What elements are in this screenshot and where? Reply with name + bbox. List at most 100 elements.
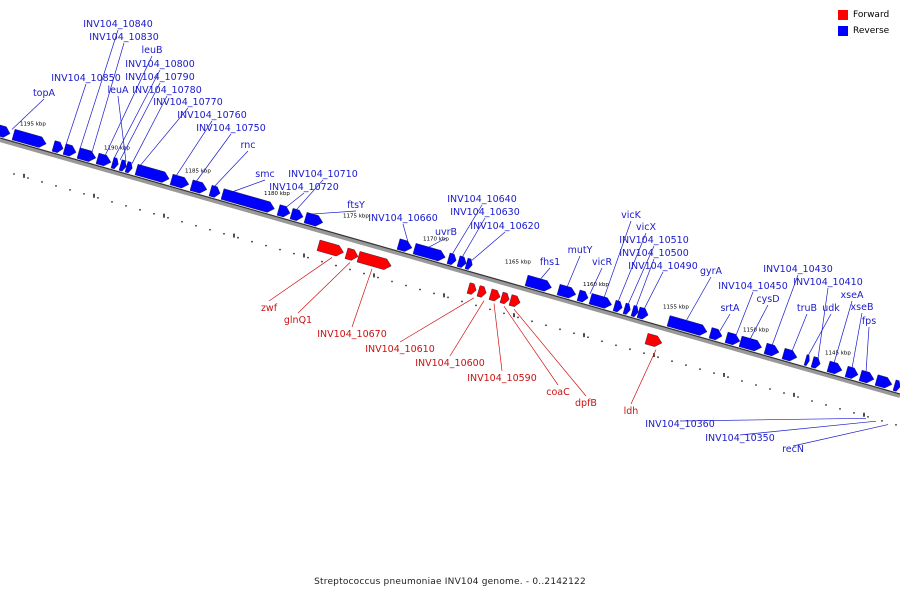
reverse-gene-arrow[interactable] [588, 293, 613, 310]
gene-label-muty[interactable]: mutY [568, 245, 593, 256]
reverse-gene-arrow[interactable] [844, 365, 860, 380]
gene-label-inv104-10670[interactable]: INV104_10670 [317, 329, 387, 340]
reverse-gene-arrow[interactable] [630, 305, 640, 318]
reverse-gene-arrow[interactable] [62, 143, 78, 158]
gene-label-leub[interactable]: leuB [141, 45, 162, 56]
gene-label-fhs1[interactable]: fhs1 [540, 257, 560, 268]
gene-label-inv104-10780[interactable]: INV104_10780 [132, 85, 202, 96]
gene-label-gyra[interactable]: gyrA [700, 266, 723, 277]
gene-label-inv104-10830[interactable]: INV104_10830 [89, 32, 159, 43]
reverse-gene-arrow[interactable] [446, 252, 458, 266]
reverse-gene-arrow[interactable] [464, 257, 474, 270]
forward-gene-arrow[interactable] [466, 282, 478, 296]
reverse-gene-arrow[interactable] [524, 274, 553, 293]
gene-label-rnc[interactable]: rnc [241, 140, 256, 151]
reverse-gene-arrow[interactable] [276, 204, 292, 219]
gene-label-inv104-10800[interactable]: INV104_10800 [125, 59, 195, 70]
forward-gene-arrow[interactable] [356, 251, 393, 271]
gene-label-smc[interactable]: smc [255, 169, 274, 180]
gene-label-ldh[interactable]: ldh [624, 406, 639, 417]
gene-label-inv104-10630[interactable]: INV104_10630 [450, 207, 520, 218]
forward-gene-arrow[interactable] [344, 247, 360, 262]
gene-label-inv104-10510[interactable]: INV104_10510 [619, 235, 689, 246]
gene-label-inv104-10660[interactable]: INV104_10660 [368, 213, 438, 224]
forward-gene-arrow[interactable] [499, 291, 511, 305]
gene-label-inv104-10600[interactable]: INV104_10600 [415, 358, 485, 369]
reverse-gene-arrow[interactable] [51, 140, 65, 154]
reverse-gene-arrow[interactable] [810, 356, 822, 370]
reverse-gene-arrow[interactable] [763, 342, 780, 357]
reverse-gene-arrow[interactable] [95, 152, 112, 167]
forward-gene-arrow[interactable] [488, 288, 502, 302]
reverse-gene-arrow[interactable] [289, 208, 305, 222]
gene-label-xseb[interactable]: xseB [851, 302, 874, 313]
forward-gene-arrow[interactable] [644, 333, 663, 348]
gene-label-dpfb[interactable]: dpfB [575, 398, 597, 409]
reverse-gene-arrow[interactable] [118, 159, 128, 172]
gene-label-inv104-10610[interactable]: INV104_10610 [365, 344, 435, 355]
reverse-gene-arrow[interactable] [208, 185, 222, 198]
reverse-gene-arrow[interactable] [0, 124, 12, 139]
reverse-gene-arrow[interactable] [781, 348, 798, 362]
gene-label-fps[interactable]: fps [862, 316, 876, 327]
gene-label-topa[interactable]: topA [33, 88, 56, 99]
gene-label-trub[interactable]: truB [797, 303, 817, 314]
forward-gene-arrow[interactable] [476, 285, 488, 299]
reverse-gene-arrow[interactable] [169, 173, 190, 190]
gene-label-inv104-10750[interactable]: INV104_10750 [196, 123, 266, 134]
gene-label-glnq1[interactable]: glnQ1 [284, 315, 312, 326]
reverse-gene-arrow[interactable] [456, 255, 468, 269]
reverse-gene-arrow[interactable] [636, 306, 650, 320]
gene-label-vick[interactable]: vicK [621, 210, 641, 221]
reverse-gene-arrow[interactable] [738, 335, 763, 353]
gene-label-inv104-10640[interactable]: INV104_10640 [447, 194, 517, 205]
gene-label-uvrb[interactable]: uvrB [435, 227, 457, 238]
gene-label-srta[interactable]: srtA [720, 303, 740, 314]
forward-gene-arrow[interactable] [508, 294, 522, 308]
reverse-gene-arrow[interactable] [11, 129, 48, 149]
gene-label-inv104-10760[interactable]: INV104_10760 [177, 110, 247, 121]
gene-label-inv104-10710[interactable]: INV104_10710 [288, 169, 358, 180]
reverse-gene-arrow[interactable] [576, 289, 590, 303]
gene-label-inv104-10490[interactable]: INV104_10490 [628, 261, 698, 272]
gene-label-inv104-10620[interactable]: INV104_10620 [470, 221, 540, 232]
gene-label-inv104-10850[interactable]: INV104_10850 [51, 73, 121, 84]
reverse-gene-arrow[interactable] [303, 212, 324, 228]
gene-label-udk[interactable]: udk [822, 303, 840, 314]
gene-label-inv104-10590[interactable]: INV104_10590 [467, 373, 537, 384]
reverse-gene-arrow[interactable] [803, 354, 811, 367]
reverse-gene-arrow[interactable] [858, 369, 875, 384]
gene-label-recn[interactable]: recN [782, 444, 804, 455]
gene-label-inv104-10790[interactable]: INV104_10790 [125, 72, 195, 83]
reverse-gene-arrow[interactable] [412, 243, 447, 262]
reverse-gene-arrow[interactable] [826, 360, 843, 375]
forward-gene-arrow[interactable] [316, 239, 345, 258]
gene-label-coac[interactable]: coaC [546, 387, 570, 398]
reverse-gene-arrow[interactable] [612, 299, 624, 313]
gene-label-vicr[interactable]: vicR [592, 257, 612, 268]
reverse-gene-arrow[interactable] [622, 302, 632, 315]
gene-label-inv104-10450[interactable]: INV104_10450 [718, 281, 788, 292]
reverse-gene-arrow[interactable] [76, 147, 97, 164]
reverse-gene-arrow[interactable] [666, 315, 708, 338]
gene-label-inv104-10720[interactable]: INV104_10720 [269, 182, 339, 193]
gene-label-cysd[interactable]: cysD [756, 294, 779, 305]
reverse-gene-arrow[interactable] [396, 238, 413, 253]
reverse-gene-arrow[interactable] [110, 157, 120, 170]
gene-label-xsea[interactable]: xseA [841, 290, 864, 301]
gene-label-leua[interactable]: leuA [107, 85, 129, 96]
gene-label-ftsy[interactable]: ftsY [347, 200, 365, 211]
reverse-gene-arrow[interactable] [556, 284, 577, 300]
gene-label-inv104-10500[interactable]: INV104_10500 [619, 248, 689, 259]
reverse-gene-arrow[interactable] [874, 374, 893, 390]
reverse-gene-arrow[interactable] [124, 161, 134, 174]
gene-label-vicx[interactable]: vicX [636, 222, 656, 233]
gene-label-inv104-10350[interactable]: INV104_10350 [705, 433, 775, 444]
gene-label-inv104-10360[interactable]: INV104_10360 [645, 419, 715, 430]
reverse-gene-arrow[interactable] [724, 331, 741, 346]
gene-label-inv104-10770[interactable]: INV104_10770 [153, 97, 223, 108]
reverse-gene-arrow[interactable] [892, 379, 900, 392]
reverse-gene-arrow[interactable] [134, 164, 171, 184]
gene-label-inv104-10410[interactable]: INV104_10410 [793, 277, 863, 288]
reverse-gene-arrow[interactable] [220, 188, 276, 214]
